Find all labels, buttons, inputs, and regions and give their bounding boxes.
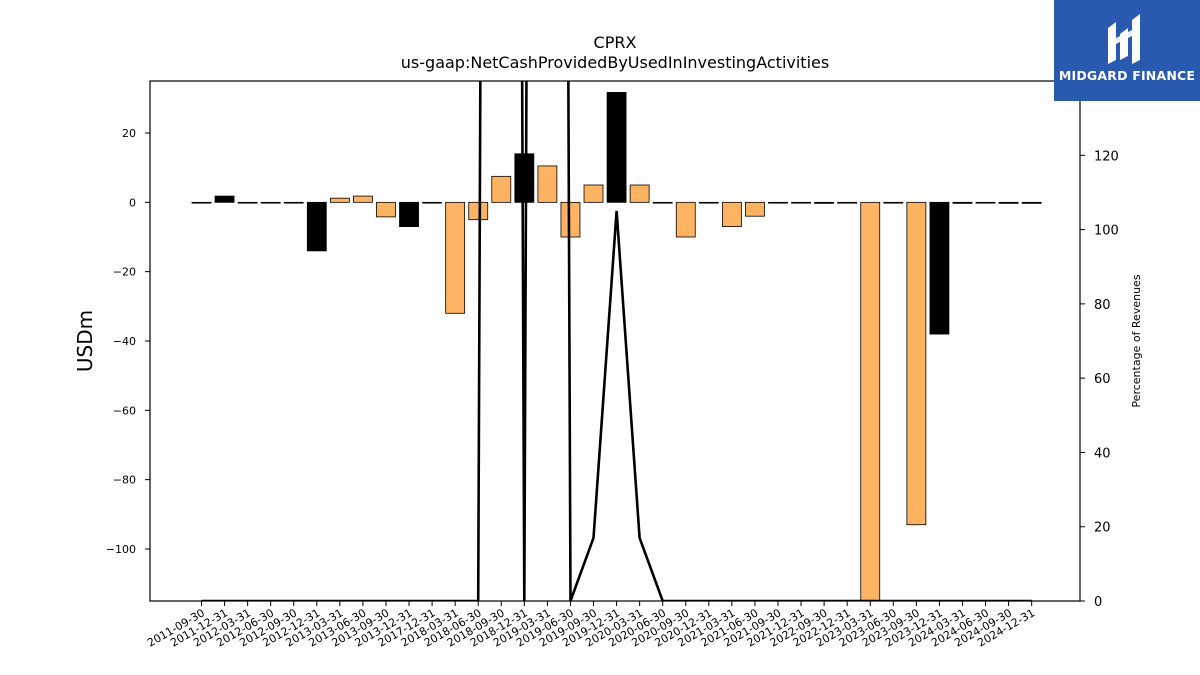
bar (468, 201, 489, 221)
bar (306, 201, 327, 252)
bar (283, 201, 304, 204)
bar (191, 201, 212, 204)
bar (629, 184, 650, 203)
bar (399, 201, 419, 227)
bar (422, 201, 443, 204)
bar (560, 201, 581, 238)
bar (698, 201, 719, 204)
y2-tick-label: 80 (1094, 298, 1111, 313)
y-axis-label: USDm (73, 310, 97, 372)
bar (353, 195, 373, 203)
line-group (201, 81, 1032, 601)
y2-tick-label: 40 (1094, 446, 1111, 461)
bar (814, 201, 835, 204)
bar (721, 201, 742, 227)
y-tick-label: −40 (113, 335, 136, 348)
bar (975, 201, 996, 204)
bar (376, 201, 396, 218)
bar (791, 201, 811, 204)
y-tick-label: 0 (129, 196, 136, 209)
bar (837, 201, 858, 204)
bar (745, 201, 765, 217)
y2-tick-label: 100 (1094, 224, 1119, 239)
bar (675, 201, 696, 238)
bar (652, 201, 673, 204)
bar (537, 165, 558, 203)
y-tick-label: −100 (106, 543, 136, 556)
y2-axis-label: Percentage of Revenues (1130, 274, 1143, 407)
bar (237, 201, 258, 204)
y2-tick-label: 60 (1094, 372, 1111, 387)
y2-tick-label: 120 (1094, 149, 1119, 164)
chart-subtitle: us-gaap:NetCashProvidedByUsedInInvesting… (401, 53, 829, 72)
bars-group (191, 92, 1042, 602)
bar (260, 201, 281, 204)
y2-tick-label: 0 (1094, 595, 1102, 610)
bar (1021, 201, 1042, 204)
bar (514, 153, 535, 203)
bar (952, 201, 973, 204)
bar (606, 92, 627, 203)
brand-logo: MIDGARD FINANCE (1054, 0, 1200, 101)
y-tick-label: −60 (113, 404, 136, 417)
midgard-logo-icon (1108, 14, 1140, 64)
right-axis: 0 20 40 60 80 100 120 (1080, 149, 1119, 610)
bar (583, 184, 604, 203)
bar (860, 201, 881, 602)
bar (906, 201, 927, 526)
y-tick-label: 20 (122, 127, 136, 140)
y-tick-label: −80 (113, 474, 136, 487)
bar (929, 201, 950, 335)
bar (998, 201, 1019, 204)
bar (768, 201, 788, 204)
y-tick-label: −20 (113, 266, 136, 279)
bar (883, 201, 904, 204)
bar (329, 197, 350, 203)
y2-tick-label: 20 (1094, 521, 1111, 536)
bar (491, 175, 512, 203)
left-axis: 20 0 −20 −40 −60 −80 −100 (106, 127, 150, 556)
chart-title: CPRX (594, 33, 637, 52)
x-axis: 2011-09-302011-12-312012-03-312012-06-30… (145, 601, 1037, 650)
brand-name: MIDGARD FINANCE (1058, 68, 1196, 83)
bar (214, 195, 235, 203)
bar (445, 201, 466, 314)
pct-revenue-line (201, 81, 1032, 601)
